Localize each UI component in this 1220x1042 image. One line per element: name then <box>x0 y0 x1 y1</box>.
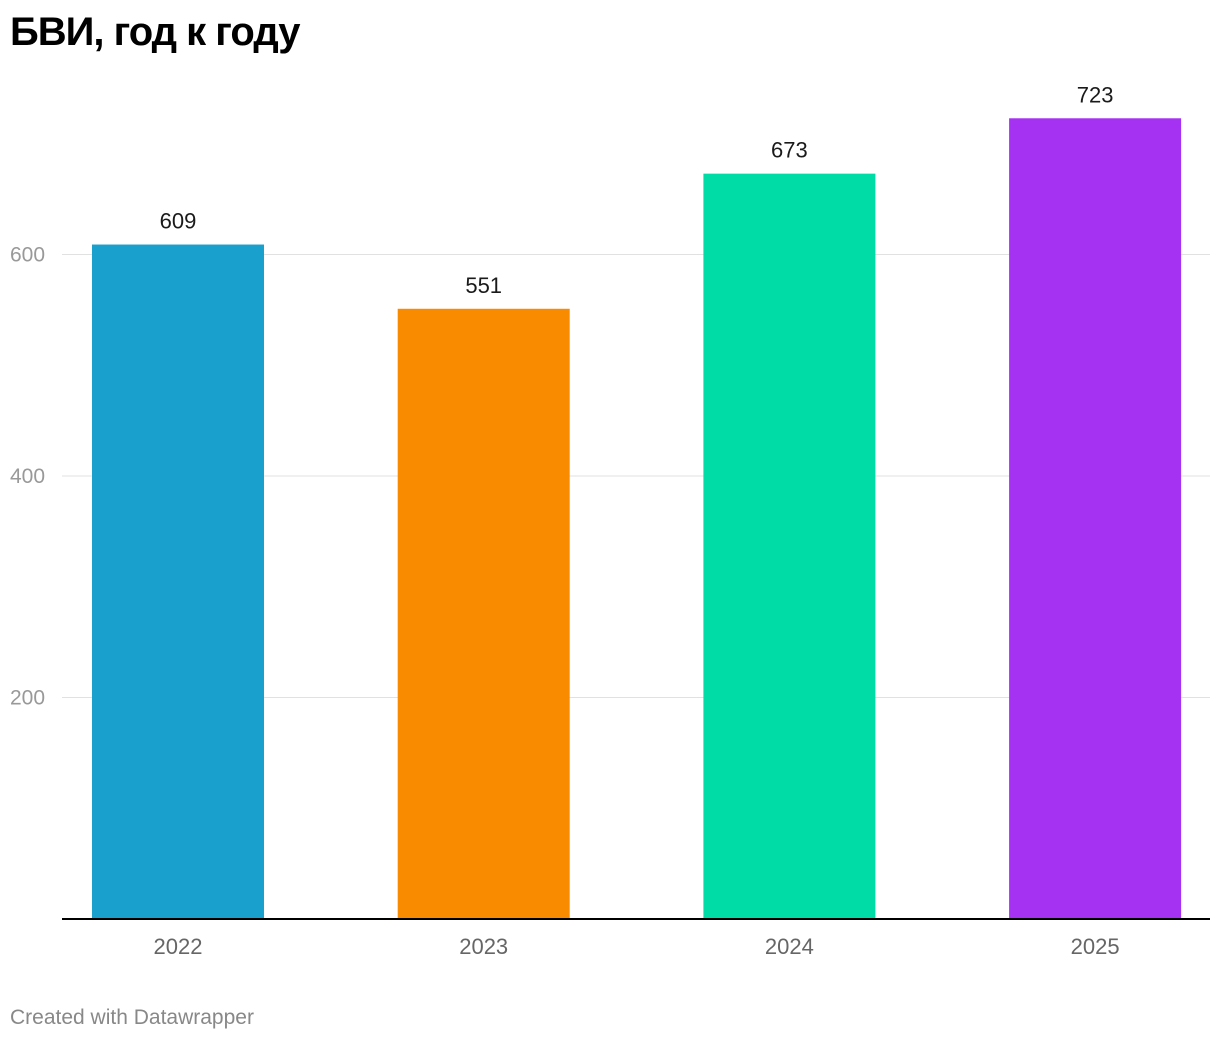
data-label: 551 <box>465 273 502 298</box>
data-label: 723 <box>1077 82 1114 107</box>
footer-credit: Created with Datawrapper <box>10 1006 254 1029</box>
y-tick-label: 400 <box>10 465 45 488</box>
x-tick-label: 2025 <box>1071 934 1120 959</box>
bars <box>92 118 1182 920</box>
x-tick-label: 2022 <box>154 934 203 959</box>
x-tick-label: 2023 <box>459 934 508 959</box>
x-tick-label: 2024 <box>765 934 814 959</box>
x-axis: 2022 2023 2024 2025 <box>62 918 1210 959</box>
value-labels: 609 551 673 723 <box>160 82 1114 297</box>
y-tick-label: 600 <box>10 244 45 267</box>
bar-2022 <box>92 244 264 920</box>
bar-2023 <box>397 308 570 920</box>
bar-2024 <box>703 173 876 920</box>
data-label: 609 <box>160 209 197 234</box>
bar-2025 <box>1009 118 1182 920</box>
data-label: 673 <box>771 138 808 163</box>
y-tick-label: 200 <box>10 687 45 710</box>
chart-title: БВИ, год к году <box>10 10 300 54</box>
